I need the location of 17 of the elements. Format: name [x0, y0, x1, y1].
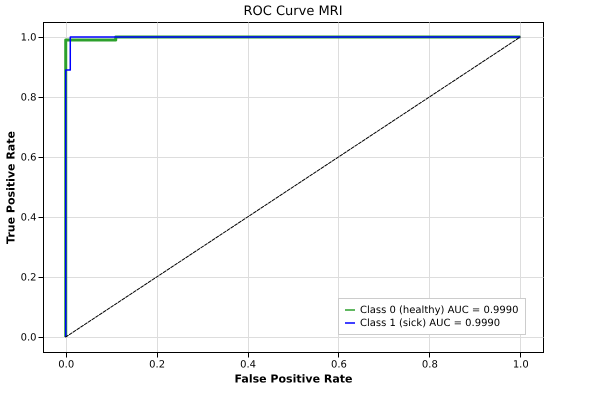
y-axis-title: True Positive Rate — [4, 131, 18, 244]
legend-label: Class 0 (healthy) AUC = 0.9990 — [360, 305, 518, 316]
chart-title: ROC Curve MRI — [243, 4, 343, 19]
x-tick-label: 0.0 — [58, 360, 74, 370]
y-tick-label: 0.8 — [20, 92, 36, 104]
y-tick-label: 0.0 — [20, 332, 36, 344]
y-tick-label: 0.2 — [20, 272, 36, 284]
x-tick-label: 1.0 — [512, 360, 529, 370]
x-tick-label: 0.6 — [331, 360, 347, 370]
y-tick-label: 1.0 — [20, 32, 36, 44]
x-tick-label: 0.8 — [422, 360, 438, 370]
x-tick-label: 0.4 — [240, 360, 256, 370]
x-axis-title: False Positive Rate — [234, 372, 352, 386]
legend-label: Class 1 (sick) AUC = 0.9990 — [360, 318, 500, 329]
y-tick-label: 0.6 — [20, 152, 36, 164]
y-tick-label: 0.4 — [20, 212, 36, 224]
x-tick-label: 0.2 — [149, 360, 166, 370]
